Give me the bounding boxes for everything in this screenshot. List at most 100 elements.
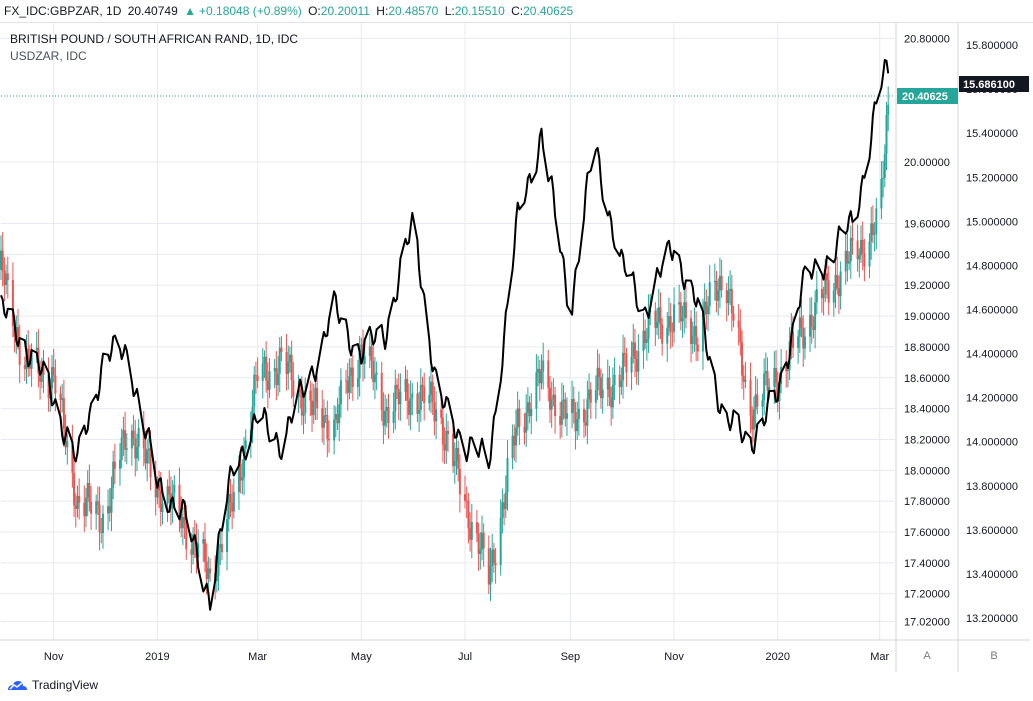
axis-a-tick-label: 19.00000 (904, 311, 950, 323)
candle-body (844, 250, 847, 272)
candle-body (120, 437, 123, 461)
axis-a-tick-label: 17.40000 (904, 558, 950, 570)
candle-body (453, 460, 456, 467)
candle-body (321, 408, 324, 428)
candle-body (280, 347, 283, 353)
axis-b-tick-label: 13.600000 (966, 525, 1018, 537)
candle-body (125, 448, 128, 450)
candle-body (572, 398, 575, 412)
candle-body (435, 409, 438, 422)
candle-body (421, 384, 424, 387)
candle-body (766, 370, 769, 392)
axis-a-tick-label: 19.60000 (904, 219, 950, 231)
candle-body (312, 401, 315, 416)
candle-body (814, 302, 817, 330)
symbol-label[interactable]: FX_IDC:GBPZAR, 1D (4, 4, 122, 18)
candle-body (59, 393, 62, 400)
candle-body (768, 386, 771, 392)
candle-body (101, 513, 104, 533)
candle-body (599, 377, 602, 399)
last-price-a-badge (897, 88, 958, 104)
axis-a-button: A (923, 650, 931, 662)
candle-body (244, 440, 247, 449)
candle-body (820, 289, 823, 299)
candle-body (6, 273, 9, 281)
candle-body (86, 482, 89, 498)
candle-body (202, 539, 205, 544)
low-value: 20.15510 (454, 4, 505, 18)
candle-body (445, 430, 448, 451)
candle-body (197, 543, 200, 558)
candle-body (535, 372, 538, 409)
candle-body (118, 460, 121, 469)
candle-body (158, 484, 161, 491)
candle-body (409, 398, 412, 415)
candle-body (90, 501, 93, 514)
candle-body (620, 380, 623, 387)
candle-body (540, 371, 543, 384)
candle-body (873, 233, 876, 235)
candle-body (40, 367, 43, 382)
candle-body (848, 261, 851, 264)
candle-body (594, 390, 597, 403)
candle-body (345, 380, 348, 382)
candle-body (837, 287, 840, 297)
axis-b-tick-label: 14.400000 (966, 349, 1018, 361)
candle-body (764, 370, 767, 374)
candle-body (574, 411, 577, 432)
candle-body (363, 356, 366, 365)
candle-body (399, 391, 402, 405)
candle-body (673, 304, 676, 332)
candle-body (411, 393, 414, 399)
axis-background (896, 23, 1030, 640)
price-axes[interactable]: 20.80000 20.00000 19.60000 19.40000 19.20000… (0, 23, 1030, 672)
candle-body (632, 342, 635, 357)
candle-body (239, 463, 242, 481)
candle-body (178, 484, 181, 514)
candle-body (66, 441, 69, 448)
candle-body (387, 407, 390, 423)
axis-a-tick-label: 18.00000 (904, 465, 950, 477)
candle-body (23, 364, 26, 370)
candle-body (431, 381, 434, 403)
candle-body (147, 448, 150, 451)
candle-body (292, 380, 295, 397)
high-label: H: (376, 4, 389, 18)
time-axis[interactable]: Nov 2019 Mar May Jul Sep Nov 2020 Mar A B (44, 650, 998, 663)
candle-body (786, 369, 789, 372)
candle-body (326, 415, 329, 440)
candle-body (107, 506, 110, 514)
tradingview-logo[interactable]: TradingView (6, 678, 98, 692)
candle-body (598, 367, 601, 378)
candle-body (112, 461, 115, 489)
candle-body (737, 320, 740, 328)
candle-body (173, 484, 176, 493)
candle-body (16, 326, 19, 342)
candle-body (693, 326, 696, 336)
candle-body (550, 399, 553, 410)
candle-body (203, 539, 206, 562)
candle-body (475, 522, 478, 534)
candle-body (729, 288, 732, 291)
candle-body (124, 430, 127, 450)
candle-body (84, 497, 87, 517)
candle-body (503, 502, 506, 509)
candle-body (275, 368, 278, 386)
candle-body (727, 290, 730, 304)
candle-body (571, 398, 574, 414)
candle-body (494, 563, 497, 566)
main-series-legend[interactable]: BRITISH POUND / SOUTH AFRICAN RAND, 1D, … (10, 32, 298, 46)
candle-body (741, 342, 744, 376)
brand-name: TradingView (32, 678, 99, 692)
candle-body (715, 280, 718, 301)
candle-body (751, 415, 754, 430)
overlay-series-legend[interactable]: USDZAR, IDC (10, 49, 87, 63)
candle-body (113, 461, 116, 469)
candle-body (396, 384, 399, 389)
candle-body (336, 414, 339, 424)
candle-body (849, 237, 852, 262)
price-chart[interactable]: 20.80000 20.00000 19.60000 19.40000 19.20000… (0, 0, 1033, 672)
candle-body (209, 568, 212, 573)
candle-body (846, 250, 849, 264)
candle-body (562, 399, 565, 402)
